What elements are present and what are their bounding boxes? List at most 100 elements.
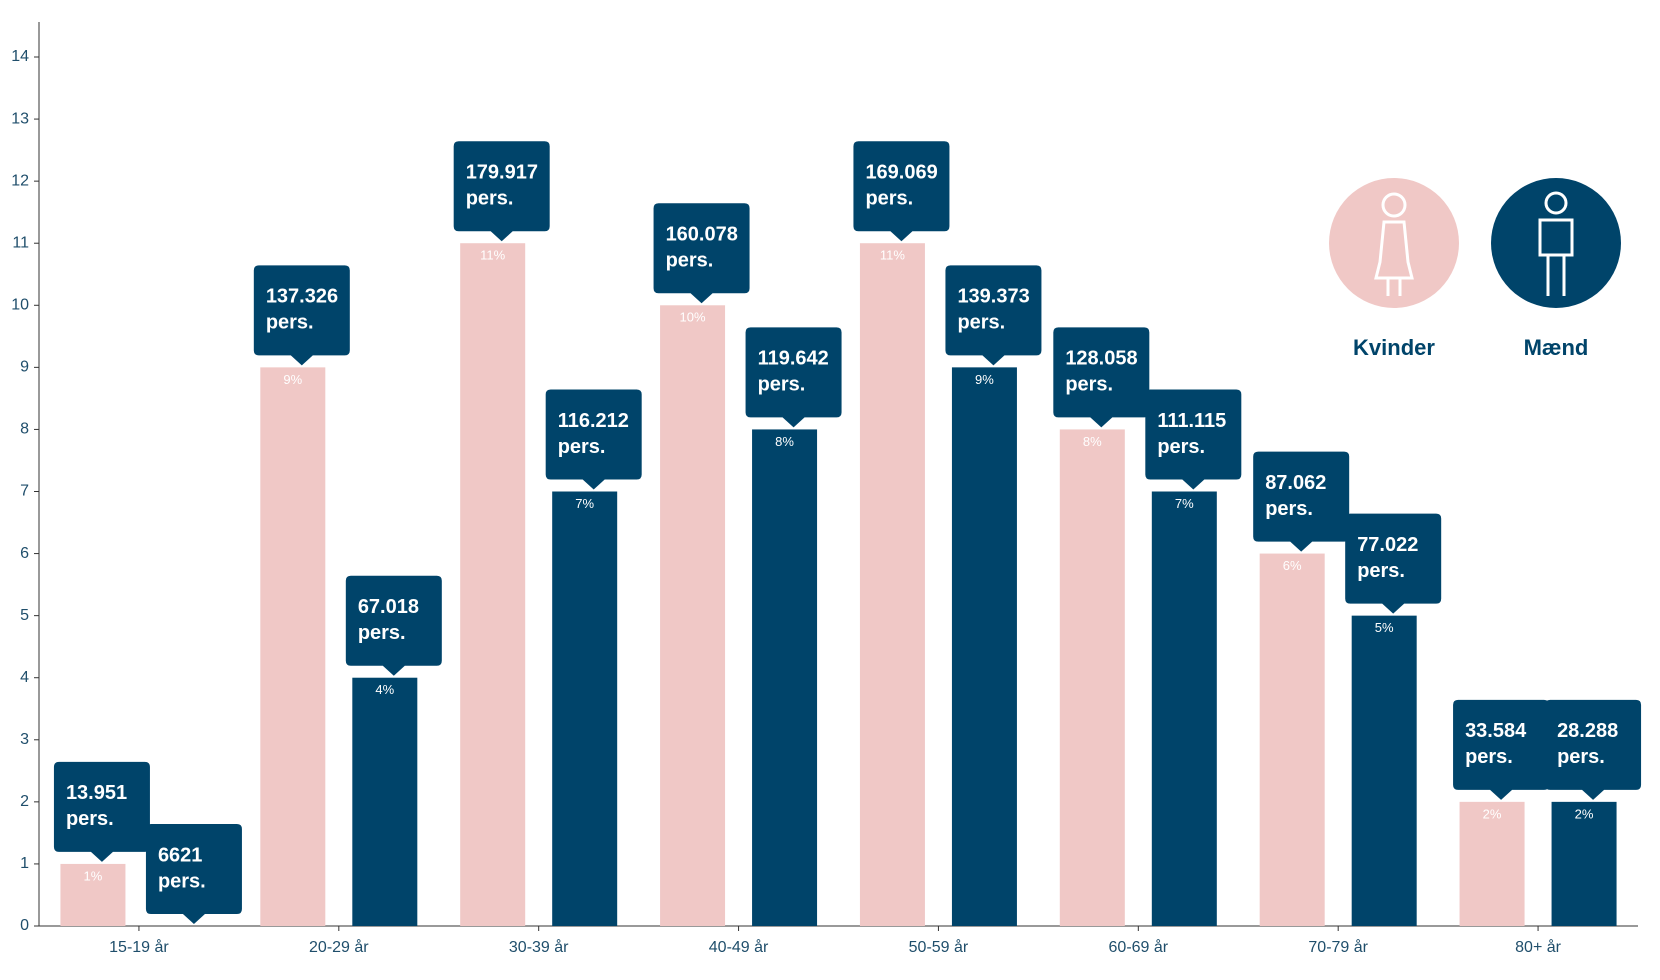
count-unit: pers. [558, 436, 606, 458]
count-callout: 28.288 pers. [1544, 699, 1642, 800]
count-callout: 67.018 pers. [344, 575, 442, 676]
bar [951, 367, 1017, 926]
count-unit: pers. [1265, 498, 1313, 520]
bar [1459, 801, 1525, 926]
value-label: 7% [1175, 496, 1194, 511]
bar [660, 305, 726, 926]
count-callout: 111.115 pers. [1144, 389, 1242, 490]
count-callout: 139.373 pers. [944, 265, 1042, 366]
count-callout: 6621 pers. [144, 824, 242, 924]
callout-box [544, 389, 642, 490]
count-callout: 179.917 pers. [452, 141, 550, 242]
value-label: 7% [575, 496, 594, 511]
bar [352, 677, 418, 926]
callout-box [1452, 699, 1550, 800]
bar [1259, 553, 1325, 926]
y-tick-label: 12 [11, 172, 29, 189]
count-unit: pers. [358, 622, 406, 644]
y-tick-label: 4 [20, 669, 29, 686]
callout-box [252, 265, 350, 366]
count-unit: pers. [1557, 746, 1605, 768]
count-unit: pers. [66, 808, 114, 830]
callout-box [1544, 699, 1642, 800]
y-tick-label: 3 [20, 731, 29, 748]
y-tick-label: 7 [20, 483, 29, 500]
count-value: 137.326 [266, 286, 338, 308]
count-value: 111.115 [1157, 410, 1226, 432]
bar [1351, 615, 1417, 926]
value-label: 1% [84, 868, 103, 883]
count-unit: pers. [865, 187, 913, 209]
callout-box [1144, 389, 1242, 490]
value-label: 5% [1375, 620, 1394, 635]
value-label: 9% [283, 372, 302, 387]
y-tick-label: 14 [11, 48, 29, 65]
callout-box [944, 265, 1042, 366]
count-callout: 169.069 pers. [852, 141, 950, 242]
count-unit: pers. [957, 312, 1005, 334]
callout-box [852, 141, 950, 242]
y-tick-label: 1 [20, 855, 29, 872]
count-unit: pers. [1357, 560, 1405, 582]
count-value: 77.022 [1357, 534, 1418, 556]
callout-box [744, 327, 842, 428]
count-value: 67.018 [358, 596, 419, 618]
count-unit: pers. [666, 250, 714, 272]
callout-box [1344, 513, 1442, 614]
count-value: 13.951 [66, 782, 127, 804]
x-tick-label: 70-79 år [1308, 938, 1368, 956]
count-value: 169.069 [865, 161, 937, 183]
count-unit: pers. [1065, 374, 1113, 396]
y-tick-label: 5 [20, 607, 29, 624]
value-label: 8% [775, 434, 794, 449]
bar [60, 863, 126, 926]
count-value: 116.212 [558, 410, 629, 432]
count-value: 87.062 [1265, 472, 1326, 494]
count-value: 179.917 [466, 161, 538, 183]
legend-label: Mænd [1524, 335, 1589, 360]
value-label: 2% [1483, 806, 1502, 821]
count-value: 139.373 [957, 286, 1029, 308]
legend-label: Kvinder [1353, 335, 1435, 360]
count-unit: pers. [466, 187, 514, 209]
legend-icon-men [1491, 178, 1621, 308]
count-value: 119.642 [758, 348, 829, 370]
bar [752, 429, 818, 926]
x-tick-label: 15-19 år [109, 938, 169, 956]
callout-box [652, 203, 750, 304]
count-callout: 119.642 pers. [744, 327, 842, 428]
y-tick-label: 13 [11, 110, 29, 127]
count-unit: pers. [758, 374, 806, 396]
bar [460, 243, 526, 926]
count-callout: 87.062 pers. [1252, 451, 1350, 552]
y-tick-label: 2 [20, 793, 29, 810]
count-value: 160.078 [666, 224, 738, 246]
value-label: 8% [1083, 434, 1102, 449]
man-icon [1538, 191, 1574, 296]
value-label: 2% [1575, 806, 1594, 821]
x-tick-label: 60-69 år [1109, 938, 1169, 956]
x-tick-label: 40-49 år [709, 938, 769, 956]
count-callout: 160.078 pers. [652, 203, 750, 304]
value-label: 11% [880, 248, 905, 263]
bar [1059, 429, 1125, 926]
count-value: 6621 [158, 844, 203, 866]
y-tick-label: 0 [20, 917, 29, 934]
count-callout: 116.212 pers. [544, 389, 642, 490]
count-unit: pers. [158, 870, 206, 892]
callout-box [1252, 451, 1350, 552]
bar [260, 367, 326, 926]
callout-box [52, 761, 150, 862]
count-callout: 137.326 pers. [252, 265, 350, 366]
bar [1151, 491, 1217, 926]
y-tick-label: 8 [20, 421, 29, 438]
value-label: 11% [480, 248, 505, 263]
x-tick-label: 80+ år [1515, 938, 1561, 956]
y-tick-label: 6 [20, 545, 29, 562]
y-tick-label: 9 [20, 359, 29, 376]
count-unit: pers. [1465, 746, 1513, 768]
count-callout: 77.022 pers. [1344, 513, 1442, 614]
value-label: 4% [375, 682, 394, 697]
bar [552, 491, 618, 926]
